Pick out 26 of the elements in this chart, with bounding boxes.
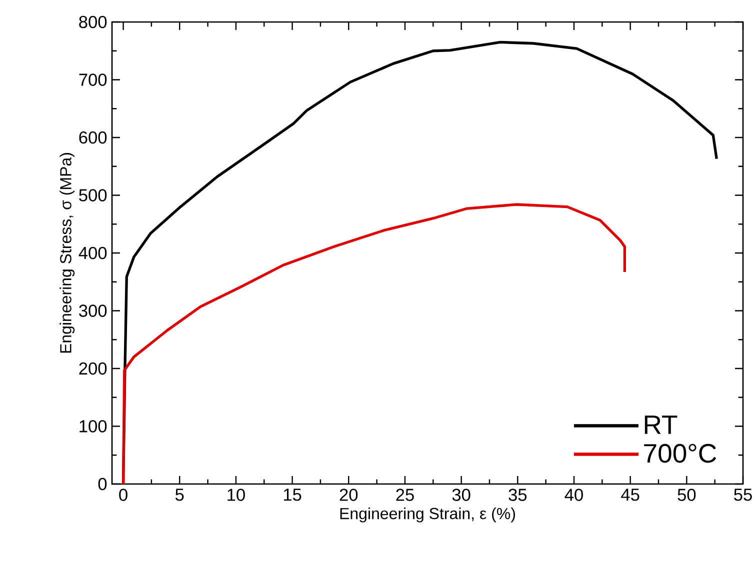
x-tick-label: 0 xyxy=(119,488,128,501)
legend-label: 700°C xyxy=(644,444,716,463)
x-tick-label: 20 xyxy=(340,488,358,501)
y-tick-label: 0 xyxy=(98,478,107,490)
y-tick-label: 400 xyxy=(78,246,107,260)
x-tick-label: 55 xyxy=(734,488,752,501)
y-axis-title: Engineering Stress, σ (MPa) xyxy=(60,153,75,353)
x-tick-label: 10 xyxy=(228,488,245,501)
y-tick-label: 500 xyxy=(79,189,107,202)
y-tick-label: 800 xyxy=(79,16,107,28)
x-tick-label: 35 xyxy=(508,488,527,501)
y-tick-label: 600 xyxy=(79,131,107,144)
x-tick-label: 5 xyxy=(175,488,184,501)
line-series xyxy=(122,203,626,484)
y-tick-label: 300 xyxy=(79,304,107,317)
x-tick-label: 15 xyxy=(284,488,302,501)
legend-label: RT xyxy=(644,416,678,434)
x-axis-title: Engineering Strain, ε (%) xyxy=(340,507,515,522)
x-tick-label: 50 xyxy=(678,488,696,501)
x-tick-label: 30 xyxy=(452,488,470,501)
y-tick-label: 700 xyxy=(79,74,107,86)
x-tick-label: 45 xyxy=(621,488,640,501)
y-tick-label: 100 xyxy=(80,420,107,432)
x-tick-label: 25 xyxy=(396,488,414,501)
y-tick-label: 200 xyxy=(79,362,107,375)
x-tick-label: 40 xyxy=(564,488,583,501)
